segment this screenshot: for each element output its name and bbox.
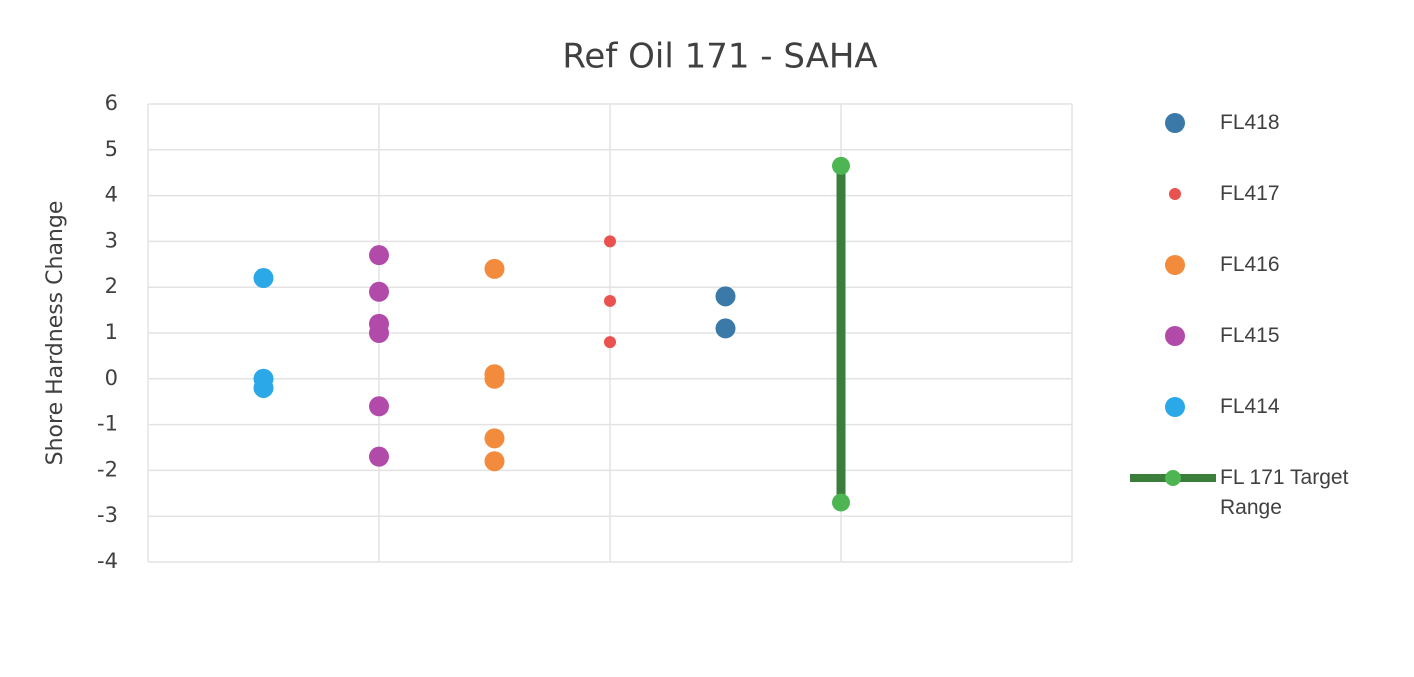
legend: FL418 FL417 FL416 FL415 FL414 FL 171 Target R…: [1120, 108, 1410, 534]
range-end-marker: [832, 156, 850, 175]
legend-item: FL 171 Target Range: [1120, 463, 1410, 534]
legend-marker: [1165, 470, 1181, 486]
legend-item: FL415: [1120, 321, 1410, 392]
data-point: [715, 286, 736, 307]
data-point: [369, 245, 389, 266]
legend-item: FL416: [1120, 250, 1410, 321]
legend-label: FL416: [1220, 253, 1280, 276]
y-tick-label: 1: [105, 320, 118, 344]
legend-marker: [1165, 397, 1185, 417]
data-point: [369, 446, 389, 467]
legend-label: FL415: [1220, 324, 1280, 347]
legend-swatch: [1165, 255, 1185, 275]
y-tick-label: -1: [97, 412, 118, 436]
data-point: [484, 258, 505, 279]
data-point: [484, 451, 505, 472]
y-tick-label: 0: [105, 366, 118, 390]
y-tick-label: 3: [105, 228, 118, 252]
data-point: [484, 428, 505, 449]
y-tick-label: 5: [105, 137, 118, 161]
data-point: [604, 336, 616, 349]
legend-label: FL414: [1220, 395, 1280, 418]
legend-label: FL417: [1220, 182, 1280, 205]
y-axis-label: Shore Hardness Change: [43, 201, 68, 466]
data-point: [604, 235, 616, 248]
data-point: [715, 318, 736, 339]
legend-item: FL418: [1120, 108, 1410, 179]
y-tick-label: 4: [105, 183, 118, 207]
legend-swatch: [1130, 470, 1216, 486]
y-tick-label: -2: [97, 457, 118, 481]
legend-marker: [1165, 326, 1185, 346]
legend-item: FL417: [1120, 179, 1410, 250]
legend-marker: [1165, 113, 1185, 133]
legend-marker: [1169, 188, 1181, 200]
y-tick-label: -4: [97, 549, 118, 573]
y-tick-label: 6: [105, 91, 118, 115]
legend-swatch: [1165, 113, 1185, 133]
legend-label: FL 171 Target Range: [1220, 466, 1349, 519]
range-end-marker: [832, 493, 850, 512]
data-point: [253, 377, 274, 398]
chart-title: Ref Oil 171 - SAHA: [562, 37, 877, 77]
y-tick-label: -3: [97, 503, 118, 527]
y-tick-label: 2: [105, 274, 118, 298]
data-point: [369, 396, 389, 417]
legend-swatch: [1169, 188, 1181, 200]
data-point: [369, 281, 389, 302]
data-point: [253, 268, 274, 289]
legend-marker: [1165, 255, 1185, 275]
data-point: [604, 294, 616, 307]
legend-swatch: [1165, 326, 1185, 346]
legend-item: FL414: [1120, 392, 1410, 463]
legend-swatch: [1165, 397, 1185, 417]
data-point: [484, 368, 505, 389]
data-point: [369, 323, 389, 343]
legend-label: FL418: [1220, 111, 1280, 134]
